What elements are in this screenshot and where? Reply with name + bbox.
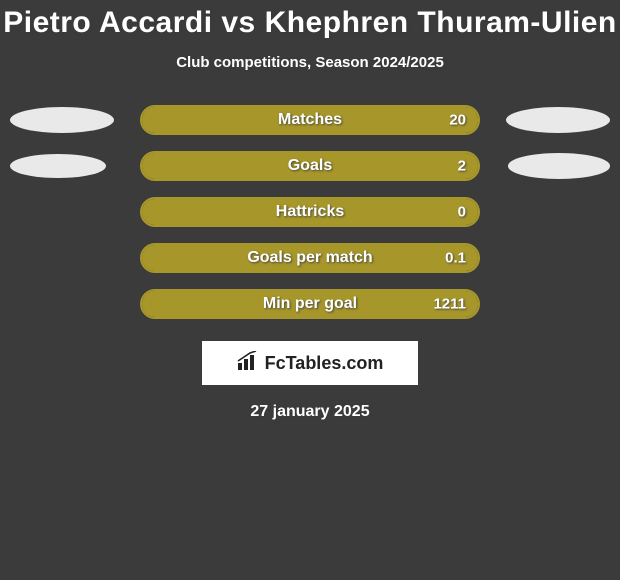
metrics-list: Matches20 Goals2 Hattricks0 Goals per match… — [0, 105, 620, 319]
metric-bar: Matches20 — [140, 105, 480, 135]
right-value-slot — [480, 107, 610, 133]
left-ellipse — [10, 107, 114, 133]
logo-text: FcTables.com — [265, 353, 384, 374]
metric-bar: Goals per match0.1 — [140, 243, 480, 273]
right-value-slot — [480, 153, 610, 178]
right-ellipse — [506, 107, 610, 133]
right-ellipse — [508, 153, 610, 178]
metric-bar-fill — [142, 153, 478, 179]
metric-bar: Goals2 — [140, 151, 480, 181]
left-value-slot — [10, 154, 140, 178]
metric-bar-fill — [142, 291, 478, 317]
source-logo: FcTables.com — [202, 341, 418, 385]
metric-row: Hattricks0 — [0, 197, 620, 227]
footer-date: 27 january 2025 — [0, 403, 620, 421]
metric-row: Min per goal1211 — [0, 289, 620, 319]
metric-bar: Min per goal1211 — [140, 289, 480, 319]
metric-bar: Hattricks0 — [140, 197, 480, 227]
metric-bar-fill — [142, 107, 478, 133]
bar-chart-icon — [237, 351, 259, 376]
metric-row: Goals2 — [0, 151, 620, 181]
metric-row: Matches20 — [0, 105, 620, 135]
page-title: Pietro Accardi vs Khephren Thuram-Ulien — [0, 0, 620, 40]
subtitle: Club competitions, Season 2024/2025 — [0, 54, 620, 71]
metric-row: Goals per match0.1 — [0, 243, 620, 273]
left-ellipse — [10, 154, 106, 178]
left-value-slot — [10, 107, 140, 133]
comparison-infographic: Pietro Accardi vs Khephren Thuram-Ulien … — [0, 0, 620, 580]
metric-bar-fill — [142, 199, 478, 225]
metric-bar-fill — [142, 245, 478, 271]
